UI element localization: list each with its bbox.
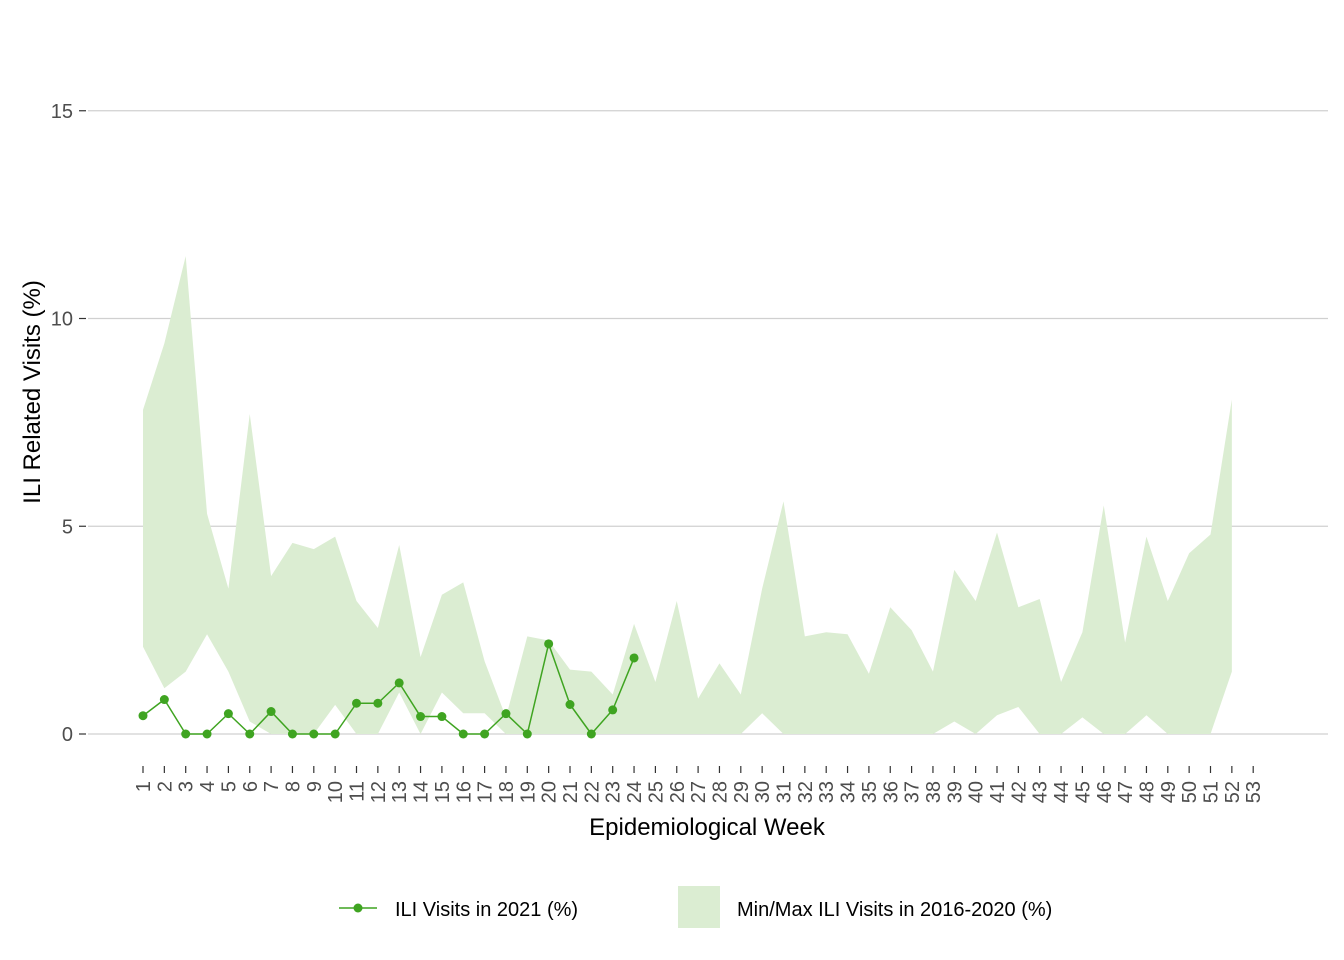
x-tick-label: 17	[475, 781, 497, 803]
x-tick-label: 22	[581, 781, 603, 803]
x-tick-label: 34	[838, 781, 860, 803]
x-tick-label: 39	[944, 781, 966, 803]
legend-ribbon-swatch	[678, 886, 720, 928]
y-axis: 0 5 10 15	[51, 101, 86, 746]
x-tick-label: 32	[795, 781, 817, 803]
x-tick-label: 29	[731, 781, 753, 803]
ili-2021-point	[394, 678, 404, 688]
x-tick-label: 51	[1201, 781, 1223, 803]
y-tick-label: 10	[51, 309, 73, 331]
y-tick-label: 15	[51, 101, 73, 123]
ili-2021-point	[352, 698, 361, 708]
ili-2021-line	[142, 643, 635, 735]
x-tick-label: 48	[1136, 781, 1158, 803]
x-tick-label: 52	[1222, 781, 1244, 803]
min-max-ribbon	[143, 256, 1232, 734]
ili-2021-point	[544, 639, 554, 649]
x-tick-label: 42	[1008, 781, 1030, 803]
ili-2021-point	[309, 729, 319, 739]
ili-2021-point	[458, 729, 468, 739]
x-tick-label: 1	[133, 781, 155, 792]
y-axis-title: ILI Related Visits (%)	[19, 280, 46, 504]
x-tick-label: 18	[496, 781, 518, 803]
x-tick-label: 40	[966, 781, 988, 803]
ili-2021-series-layer	[138, 639, 639, 739]
x-tick-label: 53	[1243, 781, 1265, 803]
x-tick-label: 25	[645, 781, 667, 803]
x-tick-label: 49	[1158, 781, 1180, 803]
x-tick-label: 4	[197, 781, 219, 792]
x-tick-label: 30	[752, 781, 774, 803]
x-tick-label: 41	[987, 781, 1009, 803]
x-tick-label: 3	[176, 781, 198, 792]
ili-2021-point	[416, 712, 426, 722]
x-tick-label: 19	[517, 781, 539, 803]
x-tick-label: 50	[1179, 781, 1201, 803]
ili-2021-point	[565, 700, 575, 709]
y-tick-label: 0	[62, 724, 73, 746]
y-tick-label: 5	[62, 516, 73, 538]
ili-2021-point	[373, 698, 383, 708]
historical-range-ribbon-layer	[143, 256, 1232, 734]
x-tick-label: 8	[282, 781, 304, 792]
x-tick-label: 47	[1115, 781, 1137, 803]
ili-2021-point	[266, 707, 276, 717]
x-tick-label: 13	[389, 781, 411, 803]
legend-point-swatch	[353, 903, 363, 913]
ili-2021-point	[629, 653, 639, 663]
legend-label-historical: Min/Max ILI Visits in 2016-2020 (%)	[737, 899, 1052, 921]
x-tick-label: 5	[218, 781, 240, 792]
ili-2021-point	[245, 729, 255, 739]
x-tick-label: 46	[1094, 781, 1116, 803]
ili-2021-point	[202, 729, 212, 739]
ili-2021-point	[287, 729, 297, 739]
x-tick-label: 28	[709, 781, 731, 803]
x-tick-label: 11	[347, 781, 369, 802]
x-tick-label: 21	[560, 781, 582, 803]
x-tick-label: 7	[261, 781, 283, 792]
x-tick-label: 2	[154, 781, 176, 792]
x-tick-label: 10	[325, 781, 347, 803]
x-axis: 1 2 3 4 5 6 7 8 9 10 11 12 13 14 15 16 17 18 19 20 21 22 23 24 2…	[133, 766, 1265, 803]
x-tick-label: 16	[453, 781, 475, 803]
x-tick-label: 37	[902, 781, 924, 803]
ili-2021-point	[138, 711, 148, 721]
x-tick-label: 6	[240, 781, 262, 792]
ili-2021-point	[437, 712, 447, 722]
x-tick-label: 36	[880, 781, 902, 803]
x-tick-label: 12	[368, 781, 390, 803]
x-tick-label: 20	[539, 781, 561, 803]
x-tick-label: 23	[603, 781, 625, 803]
x-tick-label: 15	[432, 781, 454, 803]
ili-2021-point	[522, 729, 532, 739]
ili-2021-point	[501, 709, 511, 719]
ili-2021-point	[159, 695, 169, 705]
x-tick-label: 45	[1072, 781, 1094, 803]
x-tick-label: 26	[667, 781, 689, 803]
x-tick-label: 43	[1030, 781, 1052, 803]
x-tick-label: 24	[624, 781, 646, 803]
legend: ILI Visits in 2021 (%) Min/Max ILI Visit…	[339, 886, 1052, 928]
ili-2021-point	[586, 729, 596, 739]
x-tick-label: 31	[774, 781, 796, 803]
legend-label-2021: ILI Visits in 2021 (%)	[395, 899, 578, 921]
x-tick-label: 38	[923, 781, 945, 803]
ili-2021-point	[480, 729, 490, 739]
ili-2021-point	[223, 709, 233, 719]
x-tick-label: 27	[688, 781, 710, 803]
x-tick-label: 33	[816, 781, 838, 803]
ili-2021-point	[181, 729, 191, 739]
x-tick-label: 44	[1051, 781, 1073, 803]
x-axis-title: Epidemiological Week	[589, 814, 826, 841]
x-tick-label: 14	[411, 781, 433, 803]
ili-2021-point	[608, 705, 618, 715]
ili-2021-point	[330, 729, 340, 739]
x-tick-label: 35	[859, 781, 881, 803]
x-tick-label: 9	[304, 781, 326, 792]
